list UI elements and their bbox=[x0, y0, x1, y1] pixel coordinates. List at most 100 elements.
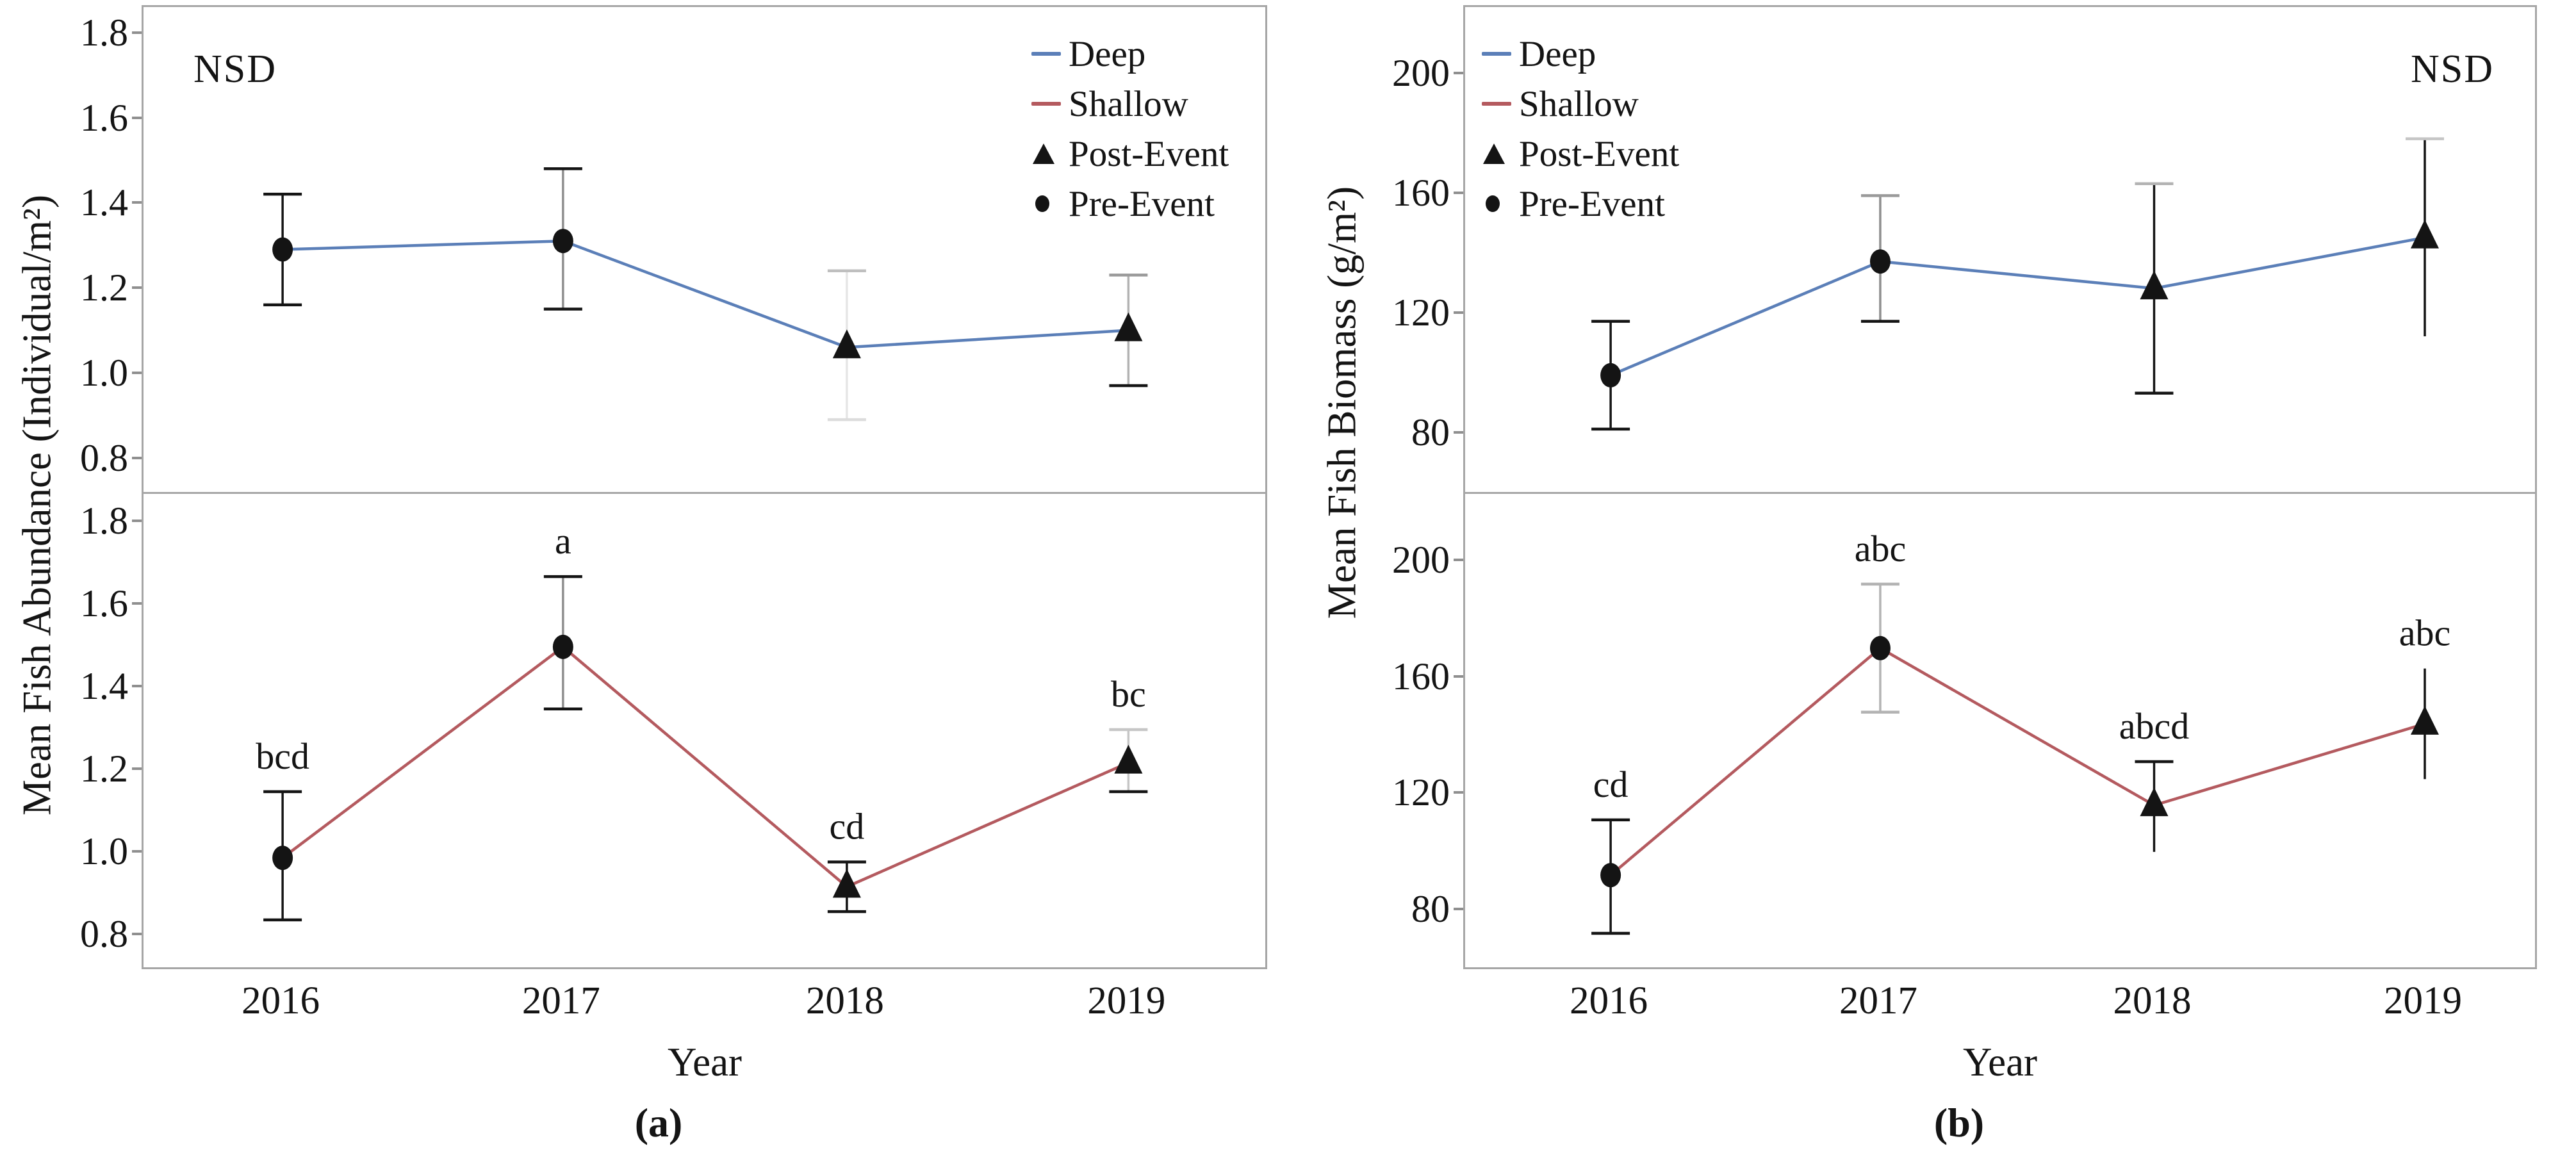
legend-item-shallow: Shallow bbox=[1031, 79, 1229, 129]
post-event-triangle-marker bbox=[832, 329, 861, 359]
legend-panel-b: Deep Shallow Post-Event Pre-Event bbox=[1482, 29, 1679, 229]
y-tick-label: 1.4 bbox=[80, 664, 128, 707]
circle-marker-icon bbox=[1482, 191, 1519, 217]
y-tick-label: 0.8 bbox=[80, 436, 128, 479]
y-tick-label: 160 bbox=[1392, 171, 1450, 214]
sig-letter: cd bbox=[1593, 764, 1628, 805]
legend-label: Shallow bbox=[1069, 83, 1188, 124]
series-line-deep bbox=[1610, 236, 2425, 377]
legend-label: Pre-Event bbox=[1069, 183, 1215, 224]
y-tick-label: 1.6 bbox=[80, 582, 128, 625]
legend-item-deep: Deep bbox=[1482, 29, 1679, 79]
x-axis-title-panel-a: Year bbox=[667, 1040, 742, 1084]
y-axis-tick bbox=[132, 850, 142, 853]
pre-event-circle-marker bbox=[1600, 363, 1621, 388]
sig-letter: abc bbox=[2399, 612, 2451, 654]
y-axis-tick bbox=[132, 684, 142, 687]
post-event-triangle-marker bbox=[832, 869, 861, 898]
legend-label: Post-Event bbox=[1519, 133, 1680, 174]
sig-letter: abc bbox=[1855, 528, 1907, 569]
y-tick-label: 1.2 bbox=[80, 748, 128, 790]
x-tick-label: 2016 bbox=[1570, 979, 1648, 1022]
pre-event-circle-marker bbox=[1869, 249, 1891, 274]
sig-letter: bc bbox=[1111, 673, 1146, 715]
deep-line-swatch-icon bbox=[1031, 41, 1069, 67]
sig-letter: a bbox=[555, 520, 571, 562]
deep-line-swatch-icon bbox=[1482, 41, 1519, 67]
y-axis-tick bbox=[1454, 558, 1463, 561]
y-axis-tick bbox=[1454, 791, 1463, 794]
pre-event-circle-marker bbox=[272, 846, 293, 871]
subplot-canvas-shallow: cd abc abcd abc bbox=[1591, 528, 2451, 935]
legend-label: Pre-Event bbox=[1519, 183, 1665, 224]
y-axis-tick bbox=[132, 31, 142, 34]
panel-a-caption: (a) bbox=[634, 1100, 683, 1145]
x-tick-label: 2019 bbox=[2383, 979, 2462, 1022]
y-axis-tick bbox=[132, 456, 142, 459]
y-tick-label: 1.0 bbox=[80, 830, 128, 873]
y-axis-tick bbox=[132, 601, 142, 605]
nsd-annotation-b: NSD bbox=[2410, 47, 2494, 91]
pre-event-circle-marker bbox=[1600, 863, 1621, 888]
post-event-triangle-marker bbox=[2410, 219, 2439, 249]
y-tick-label: 1.8 bbox=[80, 499, 128, 542]
sig-letter: abcd bbox=[2119, 705, 2190, 747]
legend-item-shallow: Shallow bbox=[1482, 79, 1679, 129]
y-axis-tick bbox=[1454, 908, 1463, 911]
shallow-line-swatch-icon bbox=[1031, 91, 1069, 117]
y-tick-label: 80 bbox=[1411, 411, 1450, 454]
pre-event-circle-marker bbox=[1869, 635, 1891, 660]
x-tick-label: 2018 bbox=[2113, 979, 2192, 1022]
series-line-deep bbox=[283, 239, 1129, 349]
post-event-triangle-marker bbox=[1114, 744, 1143, 774]
panel-a-deep-subplot: NSD Deep Shallow Post-Event Pre-Event bbox=[142, 5, 1267, 494]
legend-label: Deep bbox=[1519, 33, 1596, 74]
y-tick-label: 200 bbox=[1392, 538, 1450, 581]
legend-panel-a: Deep Shallow Post-Event Pre-Event bbox=[1031, 29, 1229, 229]
y-tick-label: 120 bbox=[1392, 291, 1450, 334]
x-tick-label: 2017 bbox=[1839, 979, 1917, 1022]
y-tick-label: 1.8 bbox=[80, 11, 128, 54]
triangle-marker-icon bbox=[1031, 141, 1069, 167]
y-tick-label: 0.8 bbox=[80, 913, 128, 956]
y-axis-tick bbox=[132, 116, 142, 119]
legend-label: Shallow bbox=[1519, 83, 1639, 124]
sig-letter: bcd bbox=[256, 735, 309, 777]
triangle-marker-icon bbox=[1482, 141, 1519, 167]
series-line-shallow bbox=[281, 645, 1129, 888]
legend-item-pre-event: Pre-Event bbox=[1031, 179, 1229, 229]
y-axis-tick bbox=[1454, 71, 1463, 74]
panel-a-shallow-subplot: bcd a cd bc bbox=[142, 494, 1267, 969]
legend-item-deep: Deep bbox=[1031, 29, 1229, 79]
y-tick-label: 1.0 bbox=[80, 352, 128, 395]
y-tick-label: 80 bbox=[1411, 888, 1450, 931]
y-axis-tick bbox=[132, 519, 142, 522]
legend-item-pre-event: Pre-Event bbox=[1482, 179, 1679, 229]
y-axis-tick bbox=[1454, 311, 1463, 314]
y-tick-label: 1.4 bbox=[80, 181, 128, 224]
y-tick-label: 1.2 bbox=[80, 266, 128, 309]
y-axis-tick bbox=[132, 933, 142, 936]
y-axis-tick bbox=[132, 767, 142, 771]
x-tick-label: 2017 bbox=[521, 979, 600, 1022]
y-axis-tick bbox=[132, 372, 142, 375]
post-event-triangle-marker bbox=[2140, 270, 2169, 300]
post-event-triangle-marker bbox=[2410, 705, 2439, 735]
y-axis-tick bbox=[132, 286, 142, 290]
post-event-triangle-marker bbox=[2140, 787, 2169, 817]
subplot-canvas-deep bbox=[263, 167, 1148, 421]
x-axis-title-panel-b: Year bbox=[1962, 1040, 2038, 1084]
panel-b-caption: (b) bbox=[1933, 1100, 1985, 1145]
y-axis-tick bbox=[132, 201, 142, 204]
legend-label: Deep bbox=[1069, 33, 1146, 74]
sig-letter: cd bbox=[830, 806, 865, 847]
x-tick-label: 2019 bbox=[1087, 979, 1166, 1022]
shallow-line-swatch-icon bbox=[1482, 91, 1519, 117]
pre-event-circle-marker bbox=[272, 237, 293, 262]
nsd-annotation-a: NSD bbox=[193, 47, 277, 91]
x-tick-label: 2018 bbox=[805, 979, 884, 1022]
panel-b-deep-subplot: NSD Deep Shallow Post-Event Pre-Event bbox=[1463, 5, 2537, 494]
series-line-shallow bbox=[1609, 646, 2425, 876]
post-event-triangle-marker bbox=[1114, 312, 1143, 341]
y-axis-tick bbox=[1454, 430, 1463, 434]
